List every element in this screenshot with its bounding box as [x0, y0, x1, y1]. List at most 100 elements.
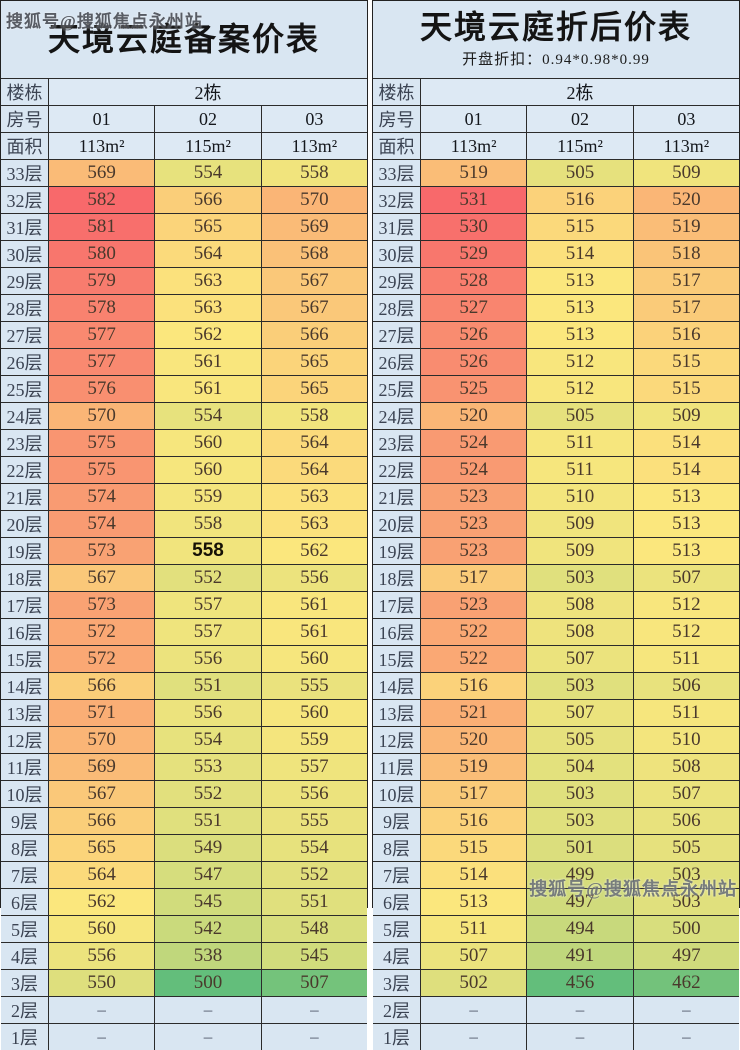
price-cell: – — [260, 997, 367, 1023]
area-value: 115m² — [154, 133, 261, 159]
price-cell: 572 — [48, 646, 155, 672]
price-cell: 513 — [632, 538, 739, 564]
price-cell: 511 — [632, 646, 739, 672]
price-cell: 524 — [420, 457, 527, 483]
floor-row: 18层 567 552 556 — [1, 564, 367, 591]
price-cell: 574 — [48, 511, 155, 537]
price-cell: 516 — [420, 673, 527, 699]
price-cell: 556 — [260, 781, 367, 807]
floor-label: 18层 — [373, 565, 420, 591]
price-cell: 560 — [260, 646, 367, 672]
floor-row: 13层 521 507 511 — [373, 699, 739, 726]
price-cell: 508 — [526, 619, 633, 645]
price-cell: 571 — [48, 700, 155, 726]
price-cell: 564 — [154, 241, 261, 267]
price-cell: 566 — [154, 187, 261, 213]
floor-row: 17层 523 508 512 — [373, 591, 739, 618]
price-cell: 567 — [260, 268, 367, 294]
floor-row: 32层 531 516 520 — [373, 186, 739, 213]
floor-label: 20层 — [373, 511, 420, 537]
floor-row: 16层 522 508 512 — [373, 618, 739, 645]
floor-label: 17层 — [373, 592, 420, 618]
floor-label: 20层 — [1, 511, 48, 537]
floor-row: 19层 573 558 562 — [1, 537, 367, 564]
floor-label: 16层 — [373, 619, 420, 645]
floor-row: 10层 567 552 556 — [1, 780, 367, 807]
price-cell: 522 — [420, 646, 527, 672]
price-cell: 542 — [154, 916, 261, 942]
price-cell: 526 — [420, 322, 527, 348]
price-cell: 581 — [48, 214, 155, 240]
floor-row: 14层 516 503 506 — [373, 672, 739, 699]
price-cell: 549 — [154, 835, 261, 861]
price-cell: 500 — [154, 970, 261, 996]
price-cell: 555 — [260, 673, 367, 699]
floor-label: 14层 — [373, 673, 420, 699]
price-cell: 517 — [420, 565, 527, 591]
price-cell: 501 — [526, 835, 633, 861]
floor-row: 25层 525 512 515 — [373, 375, 739, 402]
price-cell: 562 — [260, 538, 367, 564]
price-cell: 577 — [48, 322, 155, 348]
price-cell: 516 — [632, 322, 739, 348]
price-cell: 497 — [632, 943, 739, 969]
floor-label: 13层 — [373, 700, 420, 726]
price-cell: 567 — [48, 781, 155, 807]
price-cell: – — [632, 997, 739, 1023]
price-cell: 564 — [48, 862, 155, 888]
building-row: 楼栋 2栋 — [373, 78, 739, 105]
floor-label: 12层 — [373, 727, 420, 753]
floor-label: 22层 — [1, 457, 48, 483]
price-cell: 551 — [154, 808, 261, 834]
price-cell: 524 — [420, 430, 527, 456]
price-cell: 574 — [48, 484, 155, 510]
floor-row: 23层 524 511 514 — [373, 429, 739, 456]
price-cell: 564 — [260, 430, 367, 456]
price-cell: 580 — [48, 241, 155, 267]
price-cell: 563 — [260, 511, 367, 537]
price-cell: 503 — [526, 781, 633, 807]
floor-label: 10层 — [373, 781, 420, 807]
price-cell: 515 — [526, 214, 633, 240]
floor-label: 5层 — [373, 916, 420, 942]
price-cell: 559 — [154, 484, 261, 510]
price-cell: 552 — [154, 565, 261, 591]
price-cell: 513 — [632, 484, 739, 510]
floor-label: 5层 — [1, 916, 48, 942]
price-cell: 567 — [48, 565, 155, 591]
floor-row: 28层 527 513 517 — [373, 294, 739, 321]
floor-label: 17层 — [1, 592, 48, 618]
floor-label: 9层 — [1, 808, 48, 834]
floor-row: 5层 511 494 500 — [373, 915, 739, 942]
floor-row: 10层 517 503 507 — [373, 780, 739, 807]
floor-row: 21层 574 559 563 — [1, 483, 367, 510]
price-cell: 512 — [632, 592, 739, 618]
floor-label: 30层 — [373, 241, 420, 267]
price-cell: 573 — [48, 592, 155, 618]
price-cell: 552 — [260, 862, 367, 888]
price-cell: 520 — [632, 187, 739, 213]
price-cell: 517 — [632, 268, 739, 294]
price-cell: 503 — [632, 862, 739, 888]
price-cell: 557 — [154, 592, 261, 618]
price-cell: 513 — [526, 322, 633, 348]
floor-label: 21层 — [373, 484, 420, 510]
floor-row: 26层 526 512 515 — [373, 348, 739, 375]
price-cell: 503 — [526, 565, 633, 591]
price-cell: 569 — [48, 754, 155, 780]
price-cell: 507 — [420, 943, 527, 969]
floor-label: 29层 — [1, 268, 48, 294]
price-cell: 511 — [632, 700, 739, 726]
floor-row: 25层 576 561 565 — [1, 375, 367, 402]
price-cell: 566 — [48, 808, 155, 834]
floor-row: 15层 522 507 511 — [373, 645, 739, 672]
floor-label: 2层 — [373, 997, 420, 1023]
price-cell: 516 — [420, 808, 527, 834]
price-cell: 556 — [48, 943, 155, 969]
floor-label: 28层 — [1, 295, 48, 321]
price-cell: 560 — [48, 916, 155, 942]
floor-row: 11层 569 553 557 — [1, 753, 367, 780]
price-cell: 560 — [154, 457, 261, 483]
price-cell: 506 — [632, 808, 739, 834]
floor-row: 14层 566 551 555 — [1, 672, 367, 699]
